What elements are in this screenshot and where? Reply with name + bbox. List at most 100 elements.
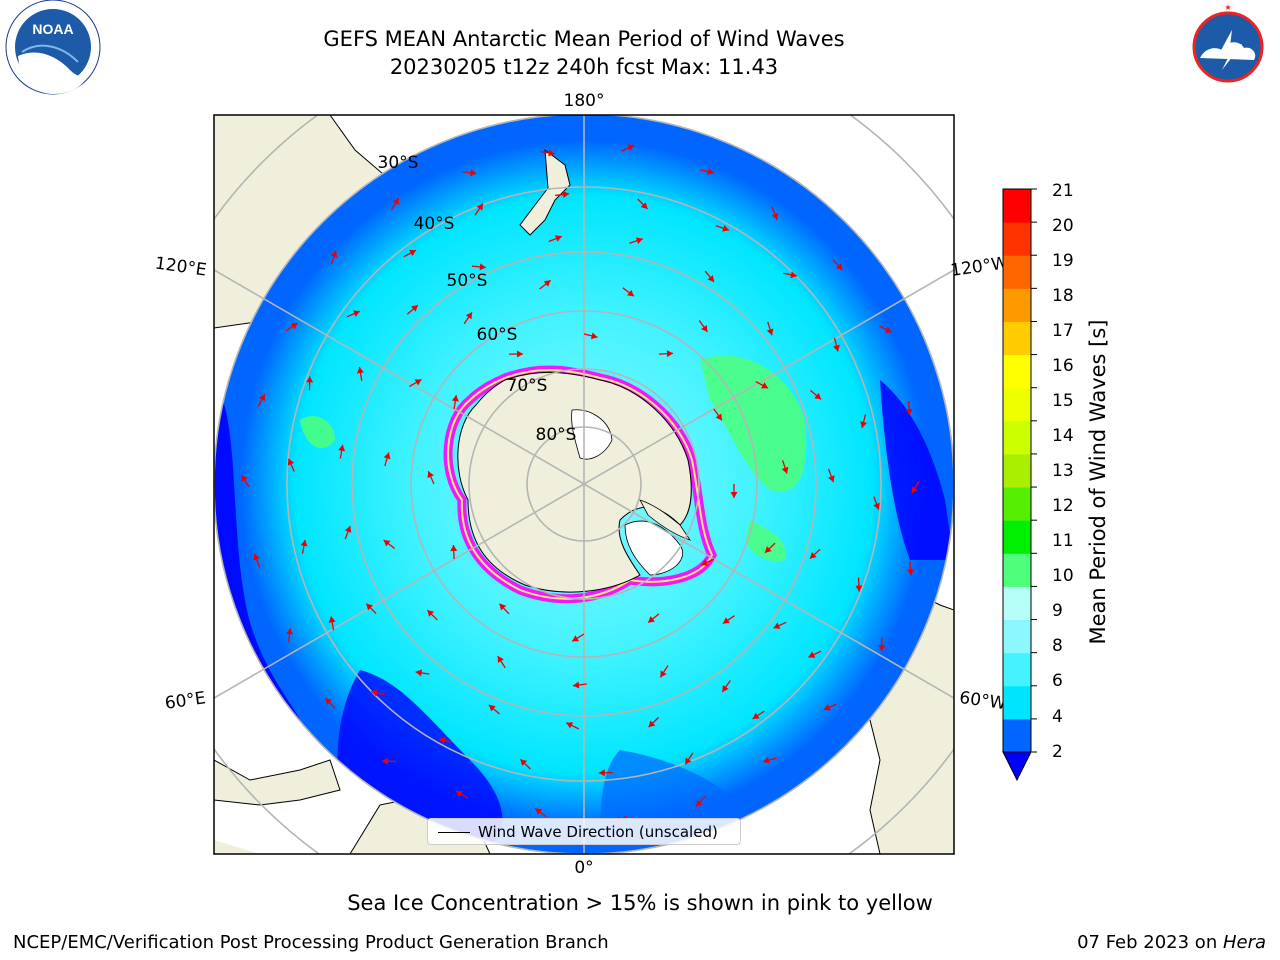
wave-direction-arrowhead: [306, 376, 314, 383]
wave-direction-arrowhead: [566, 722, 574, 729]
wave-direction-arrowhead: [809, 552, 817, 559]
credit-right: 07 Feb 2023 on Hera: [1077, 932, 1266, 953]
colorbar-segment: [1003, 619, 1031, 654]
wave-direction-arrowhead: [835, 263, 843, 270]
wave-direction-arrowhead: [722, 685, 729, 692]
wave-direction-arrowhead: [773, 622, 781, 629]
wave-direction-arrowhead: [878, 645, 886, 652]
wave-direction-arrowhead: [548, 149, 555, 157]
wave-direction-arrowhead: [627, 289, 634, 297]
wave-direction-arrowhead: [722, 617, 730, 624]
wave-direction-arrowhead: [499, 603, 507, 611]
wave-direction-arrowhead: [366, 603, 374, 611]
colorbar-segment: [1003, 718, 1031, 753]
colorbar-segment: [1003, 652, 1031, 687]
lat-label-70s: 70°S: [507, 376, 548, 396]
wave-direction-arrowhead: [808, 651, 816, 658]
colorbar-tick: 9: [1052, 601, 1063, 621]
wave-direction-arrowhead: [823, 704, 831, 711]
wave-direction-arrowhead: [707, 275, 714, 282]
wave-direction-arrowhead: [488, 704, 496, 712]
wave-direction-arrowhead: [455, 790, 463, 798]
wave-direction-arrowhead: [328, 616, 336, 623]
wave-direction-arrowhead: [520, 759, 528, 766]
wave-direction-arrowhead: [701, 325, 708, 332]
wave-direction-arrowhead: [562, 191, 570, 198]
colorbar-segment: [1003, 487, 1031, 521]
colorbar-frame: [1002, 188, 1032, 753]
wave-direction-arrowhead: [685, 757, 692, 765]
wave-direction-arrowhead: [781, 466, 789, 474]
wave-direction-arrowhead: [730, 492, 738, 498]
wave-direction-arrowhead: [598, 769, 605, 777]
wave-direction-arrowhead: [707, 168, 714, 175]
colorbar-segment: [1003, 420, 1031, 455]
colorbar-tick: 12: [1052, 496, 1074, 516]
wave-direction-arrowhead: [438, 736, 446, 744]
map-frame: [213, 114, 955, 855]
wave-direction-arrowhead: [590, 332, 598, 340]
svg-text:★: ★: [1224, 3, 1231, 12]
colorbar-tick: 18: [1052, 286, 1074, 306]
wave-direction-arrowhead: [497, 656, 504, 663]
wave-direction-arrowhead: [911, 486, 918, 494]
wave-direction-arrowhead: [648, 720, 656, 728]
nws-logo-icon: ★: [1181, 0, 1275, 94]
colorbar-tick: 17: [1052, 321, 1074, 341]
wave-direction-arrowhead: [627, 144, 635, 151]
high-period-patch-west: [300, 416, 335, 449]
wave-direction-arrowhead: [722, 225, 729, 232]
high-period-patch-east: [700, 355, 807, 492]
colorbar: [1003, 188, 1037, 753]
chart-title: GEFS MEAN Antarctic Mean Period of Wind …: [323, 27, 845, 51]
colorbar-tick: 14: [1052, 426, 1074, 446]
wave-direction-arrowhead: [427, 610, 435, 617]
wave-direction-arrowhead: [790, 271, 797, 279]
wave-direction-arrowhead: [411, 305, 418, 312]
colorbar-segment: [1003, 288, 1031, 322]
colorbar-tick: 19: [1052, 251, 1074, 271]
lon-label-top: 180°: [564, 91, 605, 111]
wave-direction-arrowhead: [766, 328, 774, 336]
colorbar-title: Mean Period of Wind Waves [s]: [1086, 319, 1110, 645]
wave-direction-arrowhead: [392, 198, 399, 205]
wave-direction-arrowhead: [338, 444, 346, 452]
wave-direction-arrowhead: [287, 458, 295, 466]
wave-direction-arrowhead: [695, 799, 703, 807]
colorbar-tick: 10: [1052, 566, 1074, 586]
colorbar-segment: [1003, 453, 1031, 488]
colorbar-segment: [1003, 189, 1031, 223]
wave-direction-arrowhead: [907, 569, 915, 576]
wave-direction-arrowhead: [286, 628, 294, 635]
wave-direction-arrowhead: [761, 382, 769, 389]
wave-direction-arrowhead: [253, 553, 260, 561]
wave-direction-arrowhead: [715, 413, 722, 421]
colorbar-segment: [1003, 586, 1031, 621]
low-period-patch-east: [880, 380, 954, 560]
lat-label-30s: 30°S: [378, 153, 419, 173]
wave-direction-arrowhead: [640, 202, 648, 209]
antarctic-peninsula: [639, 499, 691, 541]
wave-direction-arrowhead: [409, 249, 417, 257]
wave-direction-arrowhead: [572, 681, 580, 689]
colorbar-tick: 8: [1052, 636, 1063, 656]
colorbar-tick: 11: [1052, 531, 1074, 551]
wave-direction-arrowhead: [701, 559, 709, 566]
wave-direction-arrowhead: [648, 616, 655, 623]
noaa-logo-text: NOAA: [32, 21, 73, 37]
legend-label: Wind Wave Direction (unscaled): [478, 823, 718, 841]
wave-direction-arrowhead: [764, 546, 772, 553]
lat-label-40s: 40°S: [414, 214, 455, 234]
sea-ice-note: Sea Ice Concentration > 15% is shown in …: [347, 891, 933, 915]
wave-direction-arrowhead: [381, 757, 389, 765]
colorbar-segment: [1003, 222, 1031, 256]
wave-direction-arrowhead: [290, 322, 298, 330]
wave-direction-arrowhead: [860, 421, 867, 428]
wave-direction-arrowhead: [383, 452, 391, 460]
wave-direction-arrowhead: [905, 408, 913, 416]
africa-land: [214, 759, 341, 806]
colorbar-segment: [1003, 685, 1031, 720]
lat-label-50s: 50°S: [447, 271, 488, 291]
colorbar-tick: 20: [1052, 216, 1074, 236]
